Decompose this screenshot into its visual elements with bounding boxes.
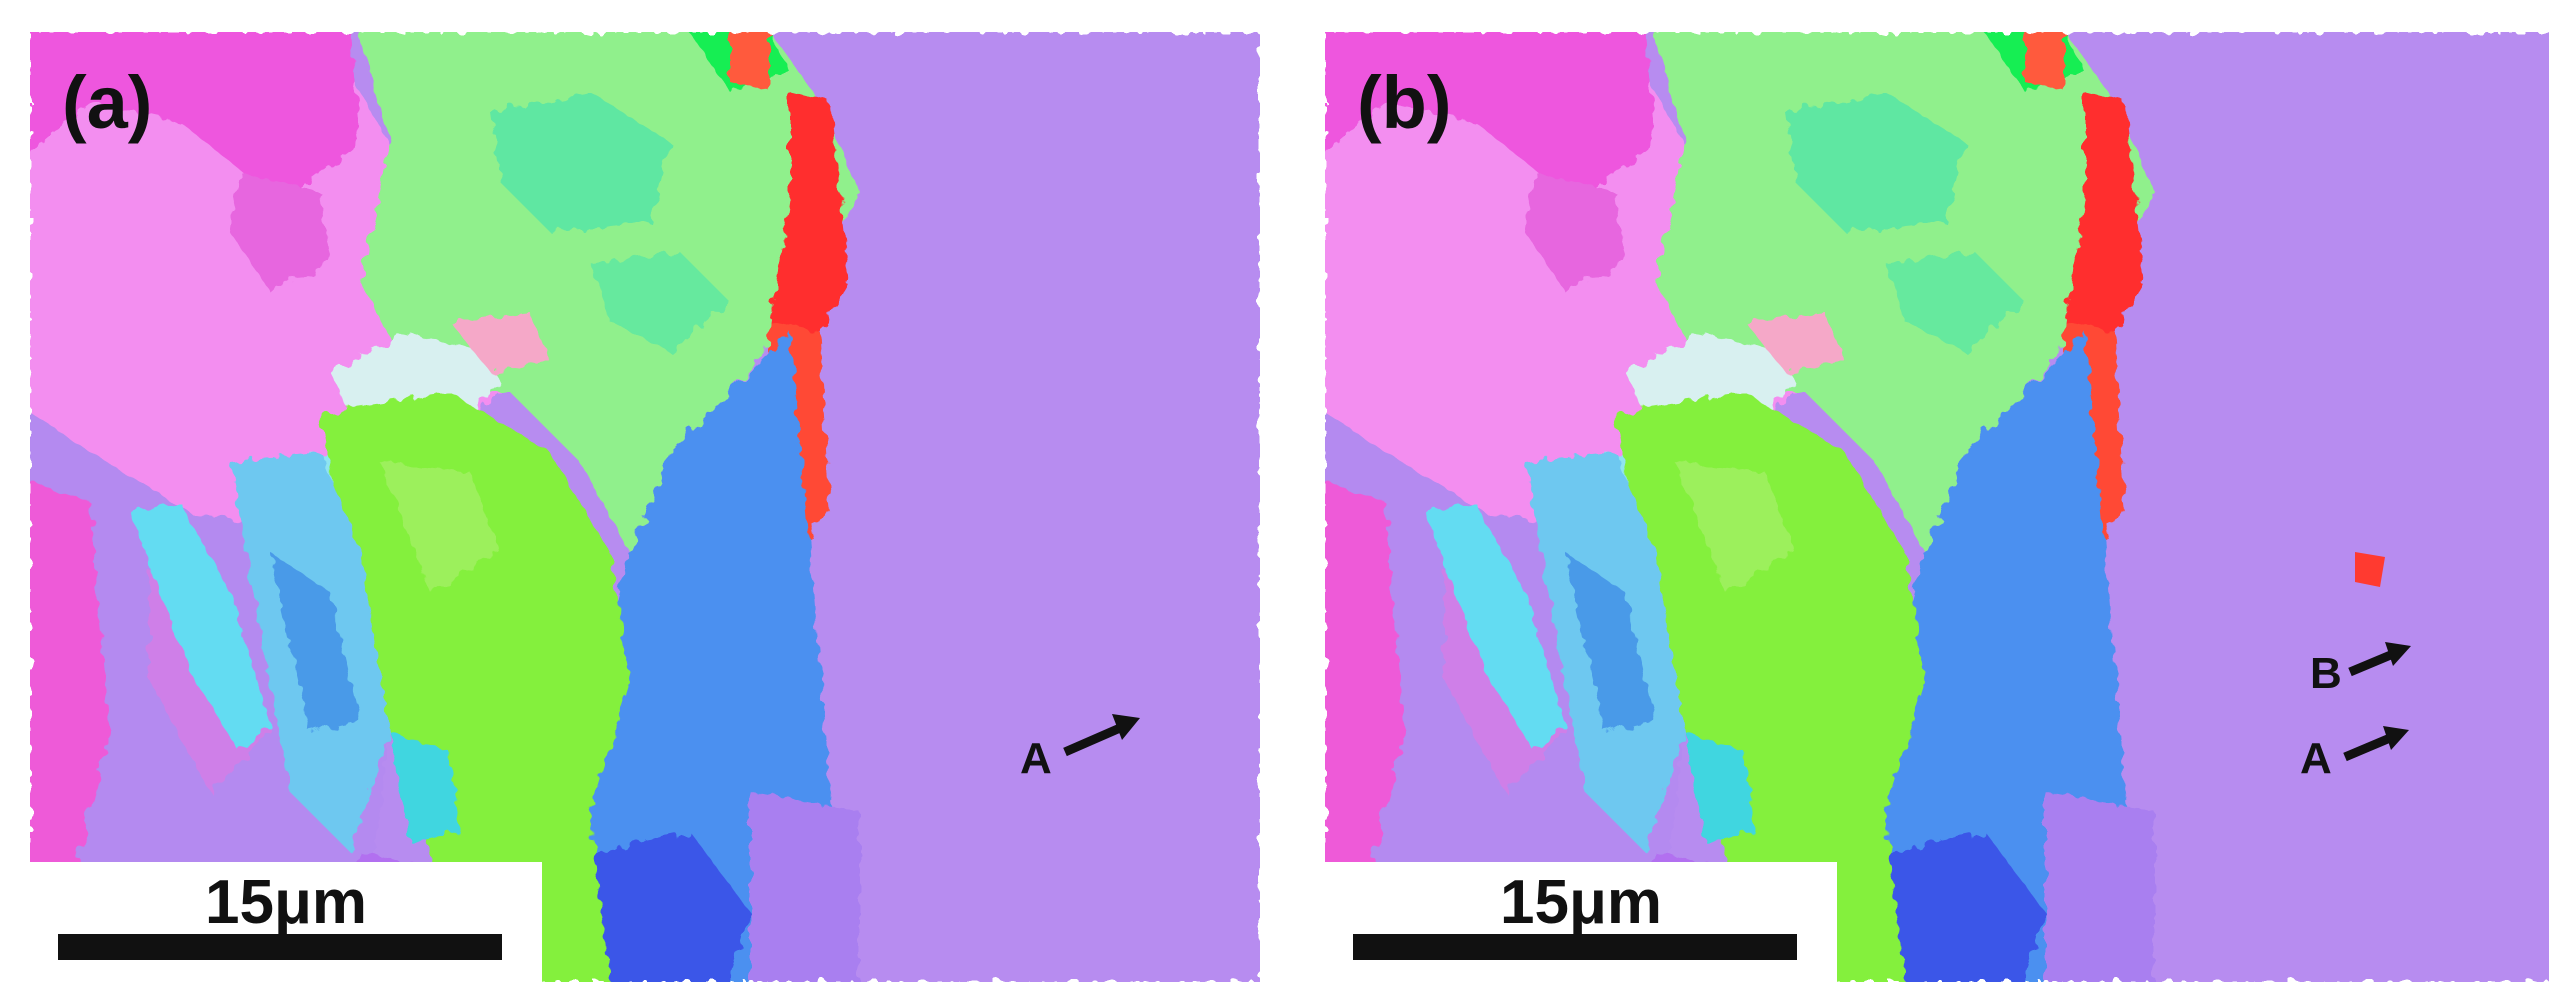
scale-bar bbox=[58, 934, 502, 960]
marker-a-label: A bbox=[1020, 734, 1052, 783]
panel-label: (b) bbox=[1357, 61, 1452, 144]
panel-label: (a) bbox=[62, 61, 153, 144]
orientation-map-image bbox=[1325, 32, 2549, 982]
scale-bar bbox=[1353, 934, 1797, 960]
ebsd-map-panel-b: (b) B A 15μm bbox=[1325, 32, 2549, 982]
marker-a-label: A bbox=[2300, 734, 2332, 783]
marker-b-label: B bbox=[2310, 649, 2342, 698]
ebsd-map-panel-a: (a) A 15μm bbox=[30, 32, 1260, 982]
scale-bar-box: 15μm bbox=[1325, 862, 1837, 982]
scale-bar-label: 15μm bbox=[1499, 868, 1663, 937]
scale-bar-box: 15μm bbox=[30, 862, 542, 982]
scale-bar-label: 15μm bbox=[204, 868, 368, 937]
orientation-map-image bbox=[30, 32, 1260, 982]
